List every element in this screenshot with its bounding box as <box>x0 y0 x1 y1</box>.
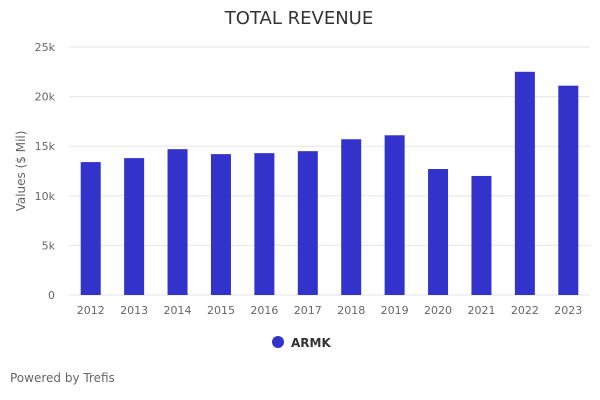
x-tick-label-2017: 2017 <box>294 304 322 317</box>
grid <box>69 46 590 296</box>
x-axis-ticks: 2012 2013 2014 2015 2016 2017 2018 2019 2020 2021… <box>77 304 583 317</box>
x-tick-label-2013: 2013 <box>120 304 148 317</box>
bar-2018[interactable] <box>341 139 362 295</box>
legend[interactable]: ARMK <box>272 336 331 350</box>
x-tick-label-2014: 2014 <box>164 304 192 317</box>
x-tick-label-2023: 2023 <box>554 304 582 317</box>
bar-2017[interactable] <box>297 151 318 295</box>
x-tick-label-2021: 2021 <box>467 304 495 317</box>
bar-2023[interactable] <box>558 85 579 295</box>
bar-2015[interactable] <box>210 154 231 295</box>
bar-2022[interactable] <box>514 71 535 295</box>
y-tick-label-0: 0 <box>48 289 55 302</box>
y-tick-label-20000: 20k <box>35 91 56 104</box>
y-tick-label-5000: 5k <box>42 239 56 252</box>
y-tick-label-15000: 15k <box>35 140 56 153</box>
x-tick-label-2016: 2016 <box>250 304 278 317</box>
y-axis-ticks: 0 5k 10k 15k 20k 25k <box>35 41 56 302</box>
bar-2012[interactable] <box>80 162 101 295</box>
legend-swatch-armk <box>272 336 284 348</box>
bar-2021[interactable] <box>471 175 492 295</box>
x-tick-label-2019: 2019 <box>381 304 409 317</box>
y-axis-label: Values ($ Mil) <box>14 131 28 212</box>
bar-2019[interactable] <box>384 135 405 295</box>
bar-2016[interactable] <box>254 153 275 295</box>
bar-2020[interactable] <box>428 169 449 295</box>
x-tick-label-2012: 2012 <box>77 304 105 317</box>
bars <box>80 71 579 295</box>
x-tick-label-2020: 2020 <box>424 304 452 317</box>
x-tick-label-2018: 2018 <box>337 304 365 317</box>
bar-2014[interactable] <box>167 149 188 295</box>
y-tick-label-25000: 25k <box>35 41 56 54</box>
chart-title: TOTAL REVENUE <box>224 8 373 29</box>
legend-label-armk: ARMK <box>291 336 331 350</box>
bar-2013[interactable] <box>124 158 145 295</box>
x-tick-label-2015: 2015 <box>207 304 235 317</box>
powered-by-credit[interactable]: Powered by Trefis <box>10 371 115 385</box>
y-tick-label-10000: 10k <box>35 190 56 203</box>
x-tick-label-2022: 2022 <box>511 304 539 317</box>
